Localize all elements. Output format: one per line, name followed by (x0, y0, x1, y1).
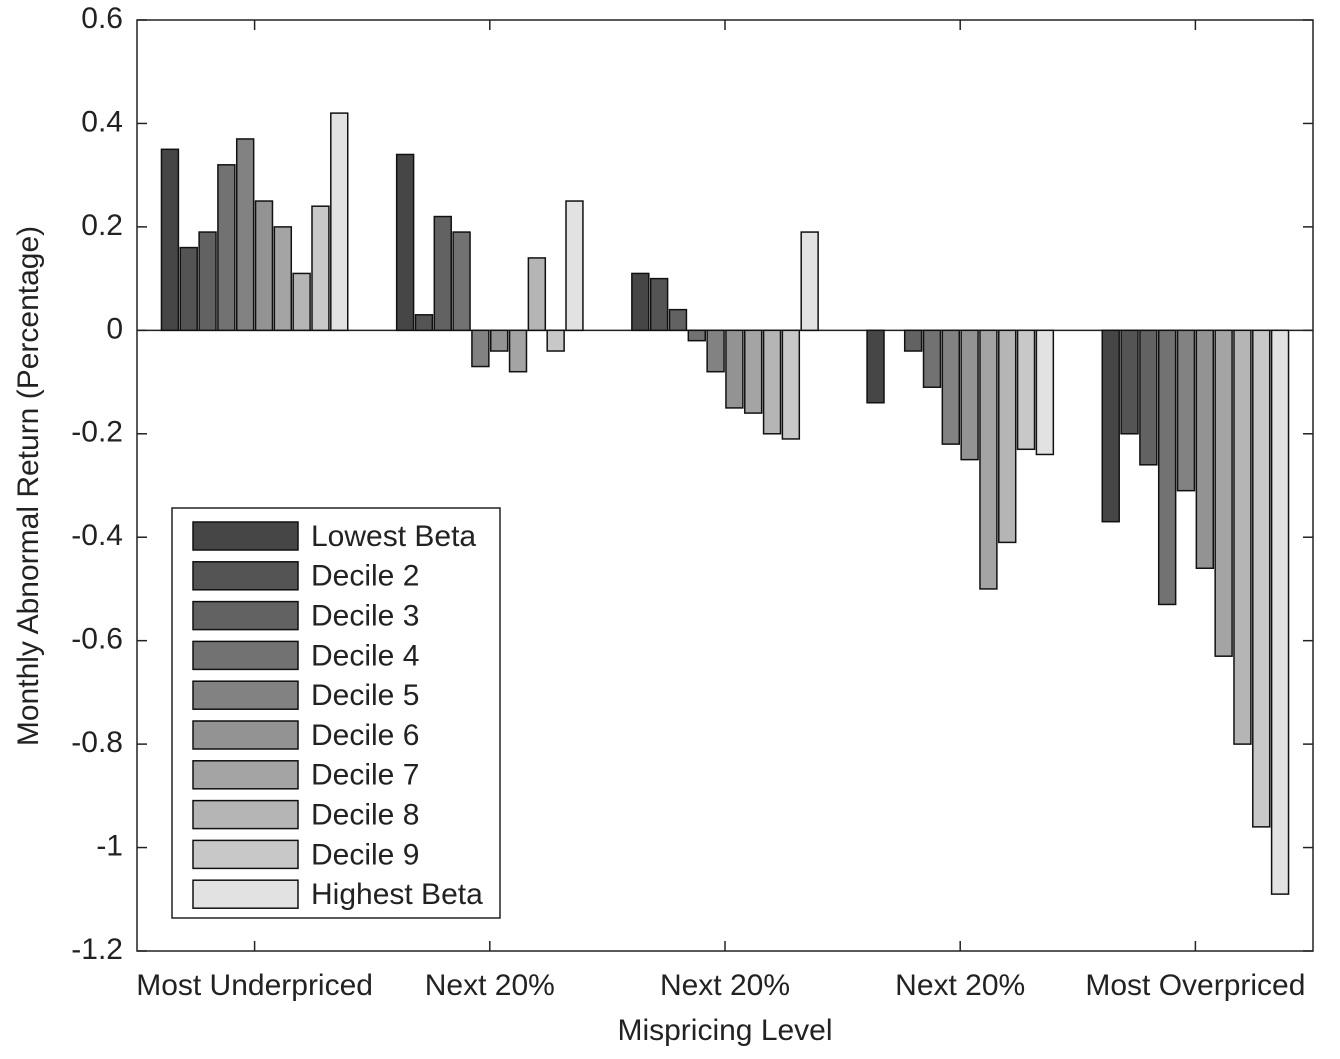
bar (960, 329, 979, 461)
bar (903, 329, 923, 352)
legend-swatch (192, 799, 299, 830)
bar (1176, 329, 1196, 492)
bar (762, 329, 782, 435)
legend-swatch (192, 640, 299, 671)
legend-swatch (192, 561, 299, 591)
legend-label: Highest Beta (311, 878, 483, 911)
bar (433, 215, 452, 332)
bar (687, 329, 706, 342)
legend-swatch (192, 720, 299, 750)
y-axis-label: Monthly Abnormal Return (Percentage) (12, 226, 45, 746)
legend-label: Decile 6 (311, 719, 419, 752)
legend-swatch (192, 760, 299, 790)
legend-swatch (192, 680, 299, 710)
x-tick-label: Next 20% (895, 969, 1025, 1002)
bar (725, 329, 744, 409)
bar (489, 329, 509, 352)
legend-label: Decile 2 (311, 560, 419, 593)
bar (452, 231, 471, 332)
bar (649, 277, 669, 332)
bar (395, 153, 415, 332)
y-tick-label: -0.4 (71, 519, 123, 552)
bar (979, 329, 998, 590)
legend-swatch (192, 600, 299, 631)
legend-label: Decile 5 (311, 679, 419, 712)
bar (941, 329, 961, 445)
legend-label: Lowest Beta (311, 520, 476, 553)
bar (1035, 329, 1055, 456)
y-tick-label: -1.2 (71, 933, 123, 966)
y-tick-label: -0.6 (71, 623, 123, 656)
y-tick-label: 0.4 (81, 105, 123, 138)
bar (565, 200, 584, 332)
bar (414, 314, 434, 332)
legend-label: Decile 3 (311, 600, 419, 633)
bar (1195, 329, 1215, 570)
bar (781, 329, 801, 440)
legend-swatch (192, 879, 299, 909)
x-tick-label: Next 20% (660, 969, 790, 1002)
bar (1214, 329, 1233, 657)
bar (273, 226, 293, 332)
bar (922, 329, 942, 388)
legend-label: Decile 7 (311, 759, 419, 792)
bar (800, 231, 819, 332)
y-tick-label: 0 (106, 312, 123, 345)
y-tick-label: -0.8 (71, 726, 123, 759)
bar (631, 272, 650, 332)
bar (1139, 329, 1158, 466)
y-tick-label: 0.2 (81, 209, 123, 242)
y-tick-label: -1 (96, 829, 123, 862)
bar (330, 112, 349, 332)
y-tick-label: -0.2 (71, 416, 123, 449)
y-tick-label: 0.6 (81, 2, 123, 35)
bar (254, 200, 274, 332)
bar (668, 308, 688, 332)
bar (1157, 329, 1177, 606)
bar (1016, 329, 1036, 451)
bar (546, 329, 565, 352)
x-tick-label: Most Underpriced (136, 969, 373, 1002)
bar (706, 329, 725, 373)
bar (998, 329, 1017, 544)
legend-swatch (192, 839, 299, 870)
plot-frame (136, 19, 1314, 952)
legend-label: Decile 9 (311, 838, 419, 871)
bar (1101, 329, 1120, 523)
bar (527, 257, 547, 332)
bar (1233, 329, 1252, 745)
x-tick-label: Next 20% (425, 969, 555, 1002)
bar (1120, 329, 1139, 435)
bar (744, 329, 763, 414)
bar (292, 272, 311, 332)
x-tick-label: Most Overpriced (1085, 969, 1305, 1002)
legend-label: Decile 4 (311, 639, 419, 672)
bar (866, 329, 885, 404)
bar (471, 329, 490, 368)
bar (508, 329, 528, 373)
bar (179, 246, 198, 332)
legend-swatch (192, 521, 299, 551)
bar (198, 231, 217, 332)
bar (217, 164, 236, 332)
bar (160, 148, 180, 332)
legend-label: Decile 8 (311, 799, 419, 832)
bar (1252, 329, 1271, 828)
bar (311, 205, 330, 332)
bar (1270, 329, 1290, 895)
bar (235, 138, 255, 332)
x-axis-label: Mispricing Level (617, 1014, 832, 1047)
